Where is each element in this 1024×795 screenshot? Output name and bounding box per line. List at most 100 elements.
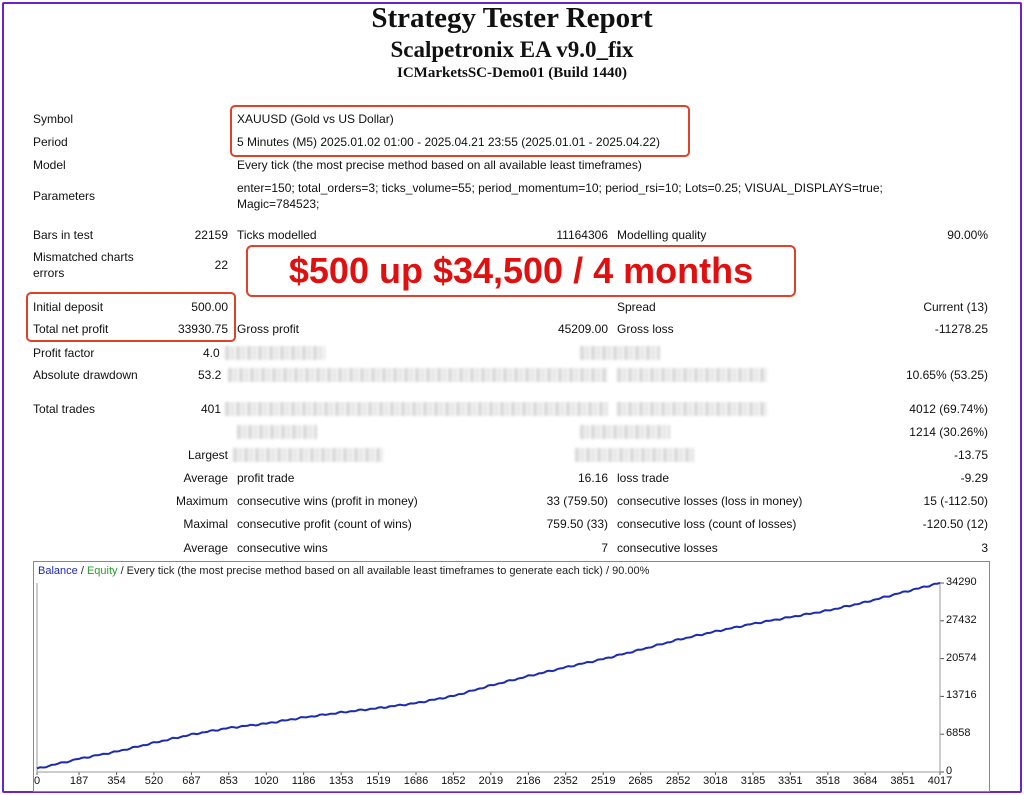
average-consec-label: Average bbox=[183, 541, 228, 555]
balance-chart bbox=[33, 561, 990, 792]
balance-series-line bbox=[36, 581, 941, 770]
report-title: Strategy Tester Report bbox=[371, 2, 653, 34]
x-tick-label: 2685 bbox=[628, 775, 653, 787]
symbol-label: Symbol bbox=[33, 112, 74, 126]
largest-loss-value: -13.75 bbox=[953, 448, 988, 462]
maximum-label: Maximum bbox=[175, 494, 228, 508]
x-tick-label: 3018 bbox=[703, 775, 728, 787]
chart-legend: Balance / Equity / Every tick (the most … bbox=[38, 565, 649, 577]
gross-profit-label: Gross profit bbox=[237, 322, 300, 336]
x-tick-label: 3851 bbox=[890, 775, 915, 787]
x-tick-label: 354 bbox=[107, 775, 126, 787]
redacted-area bbox=[617, 402, 767, 416]
avg-loss-value: -9.29 bbox=[960, 471, 988, 485]
rel-drawdown-value: 10.65% (53.25) bbox=[905, 368, 988, 382]
max-losses-value: 15 (-112.50) bbox=[923, 494, 988, 508]
y-tick-label: 20574 bbox=[946, 651, 977, 664]
avg-loss-label: loss trade bbox=[617, 471, 670, 485]
redacted-area bbox=[225, 402, 608, 416]
y-tick-label: 0 bbox=[946, 765, 953, 777]
avg-losses-value: 3 bbox=[981, 541, 988, 555]
redacted-area bbox=[225, 346, 325, 360]
symbol-period-highlight bbox=[230, 105, 690, 157]
y-tick-label: 27432 bbox=[946, 613, 977, 626]
redacted-area bbox=[575, 448, 695, 462]
profit-factor-value: 4.0 bbox=[203, 346, 220, 360]
promo-banner: $500 up $34,500 / 4 months bbox=[246, 245, 796, 297]
y-tick-label: 6858 bbox=[946, 727, 971, 740]
mismatch-label-1: Mismatched charts bbox=[33, 250, 134, 264]
maximal-loss-value: -120.50 (12) bbox=[922, 517, 988, 531]
x-tick-label: 2852 bbox=[665, 775, 691, 787]
x-tick-label: 0 bbox=[33, 775, 41, 787]
ticks-value: 11164306 bbox=[556, 228, 608, 242]
max-losses-label: consecutive losses (loss in money) bbox=[617, 494, 803, 508]
x-tick-label: 687 bbox=[182, 775, 201, 787]
legend-equity: Equity bbox=[86, 565, 118, 577]
y-tick-label: 34290 bbox=[946, 576, 977, 588]
legend-description: / Every tick (the most precise method ba… bbox=[117, 565, 650, 577]
maximal-profit-label: consecutive profit (count of wins) bbox=[237, 517, 412, 531]
bars-label: Bars in test bbox=[33, 228, 94, 242]
x-tick-label: 520 bbox=[144, 775, 164, 787]
net-profit-label: Total net profit bbox=[33, 322, 109, 336]
x-tick-label: 1519 bbox=[366, 775, 391, 787]
abs-drawdown-value: 53.2 bbox=[198, 368, 222, 382]
x-tick-label: 2352 bbox=[553, 775, 578, 787]
mismatch-label-2: errors bbox=[33, 266, 65, 280]
x-tick-label: 2186 bbox=[516, 775, 541, 787]
deposit-profit-highlight bbox=[26, 292, 236, 342]
ea-name: Scalpetronix EA v9.0_fix bbox=[390, 37, 634, 62]
redacted-area bbox=[580, 346, 660, 360]
legend-separator: / bbox=[77, 565, 87, 577]
x-tick-label: 1686 bbox=[403, 775, 429, 787]
profit-factor-label: Profit factor bbox=[33, 346, 95, 360]
largest-label: Largest bbox=[187, 448, 228, 462]
maximal-label: Maximal bbox=[183, 517, 228, 531]
symbol-value: XAUUSD (Gold vs US Dollar) bbox=[237, 112, 394, 126]
total-trades-value: 401 bbox=[201, 402, 222, 416]
x-tick-label: 1852 bbox=[441, 775, 466, 787]
quality-label: Modelling quality bbox=[617, 228, 707, 242]
redacted-area bbox=[228, 368, 608, 382]
legend-balance: Balance bbox=[38, 565, 78, 577]
maximal-loss-label: consecutive loss (count of losses) bbox=[617, 517, 797, 531]
deposit-value: 500.00 bbox=[191, 300, 228, 314]
net-profit-value: 33930.75 bbox=[177, 322, 228, 336]
bars-value: 22159 bbox=[194, 228, 228, 242]
avg-wins-value: 7 bbox=[601, 541, 608, 555]
abs-drawdown-label: Absolute drawdown bbox=[33, 368, 138, 382]
x-tick-label: 3518 bbox=[815, 775, 841, 787]
x-tick-label: 2019 bbox=[478, 775, 504, 787]
redacted-area bbox=[237, 425, 317, 439]
parameters-label: Parameters bbox=[33, 189, 96, 203]
long-won-value: 1214 (30.26%) bbox=[909, 425, 988, 439]
chart-axes bbox=[36, 583, 941, 773]
redacted-area bbox=[617, 368, 767, 382]
spread-label: Spread bbox=[617, 300, 656, 314]
max-wins-label: consecutive wins (profit in money) bbox=[237, 494, 418, 508]
x-tick-label: 2519 bbox=[591, 775, 616, 787]
gross-profit-value: 45209.00 bbox=[557, 322, 608, 336]
quality-value: 90.00% bbox=[947, 228, 988, 242]
period-label: Period bbox=[33, 135, 68, 149]
avg-profit-label: profit trade bbox=[237, 471, 295, 485]
total-trades-label: Total trades bbox=[33, 402, 96, 416]
avg-profit-value: 16.16 bbox=[577, 471, 608, 485]
x-tick-label: 4017 bbox=[927, 775, 953, 787]
maximal-profit-value: 759.50 (33) bbox=[546, 517, 608, 531]
redacted-area bbox=[233, 448, 383, 462]
y-tick-label: 13716 bbox=[946, 689, 977, 702]
average-label: Average bbox=[183, 471, 228, 485]
model-value: Every tick (the most precise method base… bbox=[237, 158, 642, 172]
mismatch-value: 22 bbox=[214, 258, 228, 272]
ticks-label: Ticks modelled bbox=[237, 228, 317, 242]
parameters-line-1: enter=150; total_orders=3; ticks_volume=… bbox=[237, 181, 883, 195]
x-tick-label: 1186 bbox=[291, 775, 316, 787]
gross-loss-value: -11278.25 bbox=[934, 322, 988, 336]
x-tick-label: 1353 bbox=[328, 775, 354, 787]
avg-losses-label: consecutive losses bbox=[617, 541, 718, 555]
x-tick-label: 853 bbox=[219, 775, 238, 787]
period-value: 5 Minutes (M5) 2025.01.02 01:00 - 2025.0… bbox=[237, 135, 660, 149]
